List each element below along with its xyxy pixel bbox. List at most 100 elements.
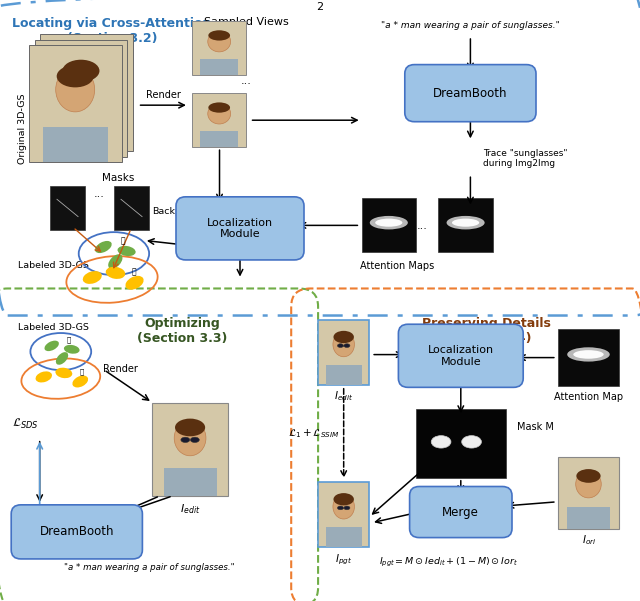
- Ellipse shape: [209, 30, 230, 40]
- Ellipse shape: [577, 469, 600, 483]
- FancyBboxPatch shape: [49, 121, 113, 157]
- Ellipse shape: [108, 254, 122, 269]
- Ellipse shape: [431, 436, 451, 448]
- Ellipse shape: [56, 352, 68, 365]
- Text: Labeled 3D-GS: Labeled 3D-GS: [18, 323, 89, 332]
- Ellipse shape: [344, 506, 350, 510]
- Text: Original 3D-GS: Original 3D-GS: [18, 94, 27, 165]
- Ellipse shape: [67, 56, 106, 101]
- Ellipse shape: [333, 332, 355, 357]
- Text: ...: ...: [94, 189, 104, 198]
- Ellipse shape: [83, 271, 102, 284]
- Ellipse shape: [333, 495, 355, 519]
- FancyBboxPatch shape: [40, 34, 133, 151]
- Ellipse shape: [337, 344, 344, 347]
- Text: Attention Map: Attention Map: [554, 392, 623, 402]
- Ellipse shape: [375, 219, 403, 227]
- Ellipse shape: [573, 350, 604, 359]
- Text: $I_{edit}$: $I_{edit}$: [334, 389, 353, 403]
- Ellipse shape: [175, 419, 205, 436]
- FancyBboxPatch shape: [438, 198, 493, 252]
- FancyBboxPatch shape: [326, 528, 362, 547]
- Ellipse shape: [61, 62, 100, 106]
- Text: Render: Render: [146, 90, 180, 100]
- FancyBboxPatch shape: [326, 365, 362, 385]
- Text: "a * man wearing a pair of sunglasses.": "a * man wearing a pair of sunglasses.": [381, 21, 560, 30]
- Text: Preserving Details
(Section 3.4): Preserving Details (Section 3.4): [422, 317, 551, 346]
- Text: Masks: Masks: [102, 173, 134, 183]
- Ellipse shape: [337, 506, 344, 510]
- Ellipse shape: [208, 31, 230, 52]
- Ellipse shape: [63, 59, 99, 82]
- Ellipse shape: [181, 437, 190, 442]
- Text: 🔒: 🔒: [120, 236, 125, 245]
- Ellipse shape: [461, 436, 481, 448]
- FancyBboxPatch shape: [192, 93, 246, 147]
- Text: Render: Render: [103, 364, 138, 374]
- Text: Localization
Module: Localization Module: [428, 345, 494, 367]
- FancyBboxPatch shape: [200, 59, 238, 75]
- Ellipse shape: [44, 341, 59, 351]
- FancyBboxPatch shape: [29, 45, 122, 162]
- Ellipse shape: [118, 246, 136, 256]
- Ellipse shape: [56, 368, 72, 378]
- FancyBboxPatch shape: [404, 65, 536, 121]
- Text: 🔒: 🔒: [80, 368, 84, 374]
- FancyBboxPatch shape: [567, 507, 610, 529]
- FancyBboxPatch shape: [12, 505, 142, 559]
- Text: "a * man wearing a pair of sunglasses.": "a * man wearing a pair of sunglasses.": [65, 564, 235, 572]
- Text: 🔒: 🔒: [132, 267, 137, 276]
- Text: Sampled Views: Sampled Views: [204, 17, 289, 28]
- FancyBboxPatch shape: [558, 329, 619, 386]
- Text: Backproject: Backproject: [152, 207, 207, 216]
- Text: 🔒: 🔒: [67, 337, 71, 343]
- FancyBboxPatch shape: [410, 487, 512, 537]
- FancyBboxPatch shape: [152, 403, 228, 496]
- FancyBboxPatch shape: [558, 457, 619, 529]
- Ellipse shape: [36, 371, 52, 382]
- FancyBboxPatch shape: [164, 468, 216, 496]
- Ellipse shape: [333, 493, 354, 505]
- FancyBboxPatch shape: [35, 40, 127, 157]
- Text: ...: ...: [417, 221, 428, 231]
- FancyBboxPatch shape: [318, 482, 369, 547]
- Ellipse shape: [333, 331, 354, 343]
- Text: Mask M: Mask M: [517, 422, 554, 432]
- Text: $\mathcal{L}_{SDS}$: $\mathcal{L}_{SDS}$: [12, 416, 39, 431]
- FancyBboxPatch shape: [114, 186, 149, 230]
- Text: Trace "sunglasses"
during Img2Img: Trace "sunglasses" during Img2Img: [483, 149, 568, 168]
- Text: Labeled 3D-GS: Labeled 3D-GS: [18, 261, 89, 270]
- Text: Attention Maps: Attention Maps: [360, 261, 434, 271]
- Ellipse shape: [208, 103, 230, 124]
- Ellipse shape: [576, 471, 601, 498]
- FancyBboxPatch shape: [50, 186, 85, 230]
- Ellipse shape: [68, 54, 105, 76]
- Ellipse shape: [190, 437, 199, 442]
- Ellipse shape: [64, 345, 79, 354]
- Text: DreamBooth: DreamBooth: [40, 525, 114, 538]
- FancyBboxPatch shape: [398, 325, 523, 388]
- FancyBboxPatch shape: [362, 198, 416, 252]
- Ellipse shape: [209, 102, 230, 112]
- Ellipse shape: [452, 219, 479, 227]
- FancyBboxPatch shape: [416, 409, 506, 478]
- Ellipse shape: [72, 376, 88, 388]
- Ellipse shape: [567, 347, 610, 362]
- Ellipse shape: [95, 241, 112, 253]
- Text: Localization
Module: Localization Module: [207, 218, 273, 239]
- Ellipse shape: [125, 276, 143, 290]
- Text: Optimizing
(Section 3.3): Optimizing (Section 3.3): [137, 317, 228, 346]
- Ellipse shape: [344, 344, 350, 347]
- Ellipse shape: [57, 65, 93, 87]
- Text: $I_{pgt}=M\odot Ied_{it}+(1-M)\odot Ior_t$: $I_{pgt}=M\odot Ied_{it}+(1-M)\odot Ior_…: [378, 556, 518, 569]
- Text: Locating via Cross-Attention
(Section 3.2): Locating via Cross-Attention (Section 3.…: [12, 17, 212, 45]
- FancyBboxPatch shape: [318, 320, 369, 385]
- Ellipse shape: [56, 67, 95, 112]
- Text: 2: 2: [316, 2, 324, 12]
- FancyBboxPatch shape: [176, 197, 304, 260]
- Ellipse shape: [106, 267, 125, 279]
- Ellipse shape: [447, 216, 484, 230]
- Text: ...: ...: [241, 76, 252, 86]
- Text: $\mathcal{L}_1+\mathcal{L}_{SSIM}$: $\mathcal{L}_1+\mathcal{L}_{SSIM}$: [288, 427, 339, 441]
- Text: Merge: Merge: [442, 505, 479, 519]
